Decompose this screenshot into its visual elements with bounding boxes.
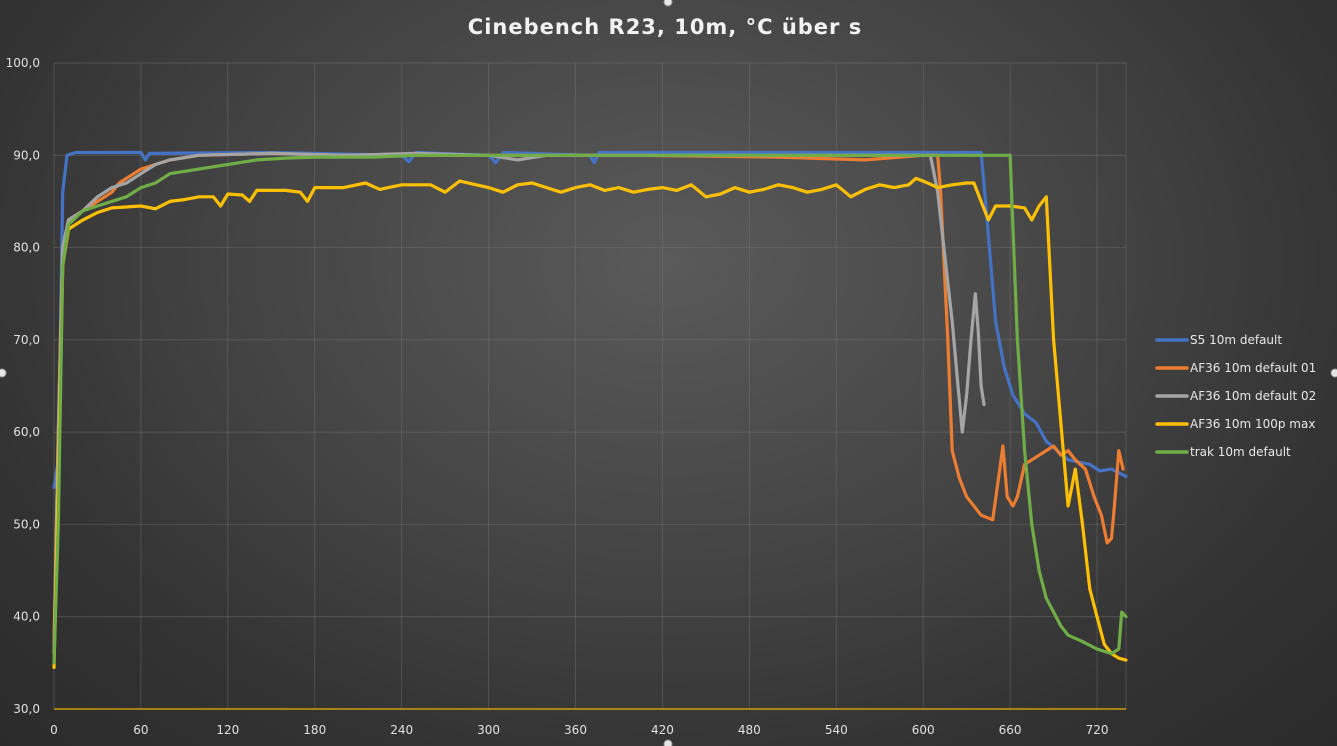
tick-labels: 30,0 40,0 50,0 60,0 70,0 80,0 90,0 100,0 0 60 120 1…: [6, 56, 1109, 737]
y-tick-label: 70,0: [13, 333, 40, 347]
x-tick-label: 660: [999, 723, 1022, 737]
legend-label: AF36 10m default 02: [1190, 389, 1316, 403]
x-tick-label: 720: [1086, 723, 1109, 737]
top-resize-handle[interactable]: [663, 0, 673, 7]
right-resize-handle[interactable]: [1330, 368, 1337, 378]
bottom-resize-handle[interactable]: [663, 739, 673, 746]
x-tick-label: 180: [303, 723, 326, 737]
y-tick-label: 90,0: [13, 148, 40, 162]
legend-label: S5 10m default: [1190, 333, 1282, 347]
x-tick-label: 60: [133, 723, 148, 737]
legend-label: AF36 10m default 01: [1190, 361, 1316, 375]
series-lines: [52, 150, 1128, 670]
x-tick-label: 240: [390, 723, 413, 737]
grid-lines: [53, 62, 1127, 710]
x-tick-label: 360: [564, 723, 587, 737]
x-tick-label: 480: [738, 723, 761, 737]
x-tick-label: 420: [651, 723, 674, 737]
x-tick-label: 600: [912, 723, 935, 737]
series-line-3: [52, 151, 986, 656]
y-tick-label: 40,0: [13, 610, 40, 624]
legend-label: trak 10m default: [1190, 445, 1291, 459]
y-tick-label: 100,0: [6, 56, 40, 70]
legend-label: AF36 10m 100p max: [1190, 417, 1315, 431]
x-tick-label: 0: [50, 723, 58, 737]
x-tick-label: 300: [477, 723, 500, 737]
y-tick-label: 30,0: [13, 702, 40, 716]
y-tick-label: 80,0: [13, 241, 40, 255]
x-tick-label: 540: [825, 723, 848, 737]
series-line-4: [52, 176, 1128, 670]
y-tick-label: 50,0: [13, 517, 40, 531]
x-tick-label: 120: [216, 723, 239, 737]
series-line-2: [52, 151, 1125, 646]
series-line-1: [52, 150, 1128, 490]
left-resize-handle[interactable]: [0, 368, 7, 378]
chart-title: Cinebench R23, 10m, °C über s: [468, 15, 862, 39]
series-line-5: [52, 153, 1128, 665]
legend: S5 10m default AF36 10m default 01 AF36 10…: [1155, 333, 1316, 459]
y-tick-label: 60,0: [13, 425, 40, 439]
